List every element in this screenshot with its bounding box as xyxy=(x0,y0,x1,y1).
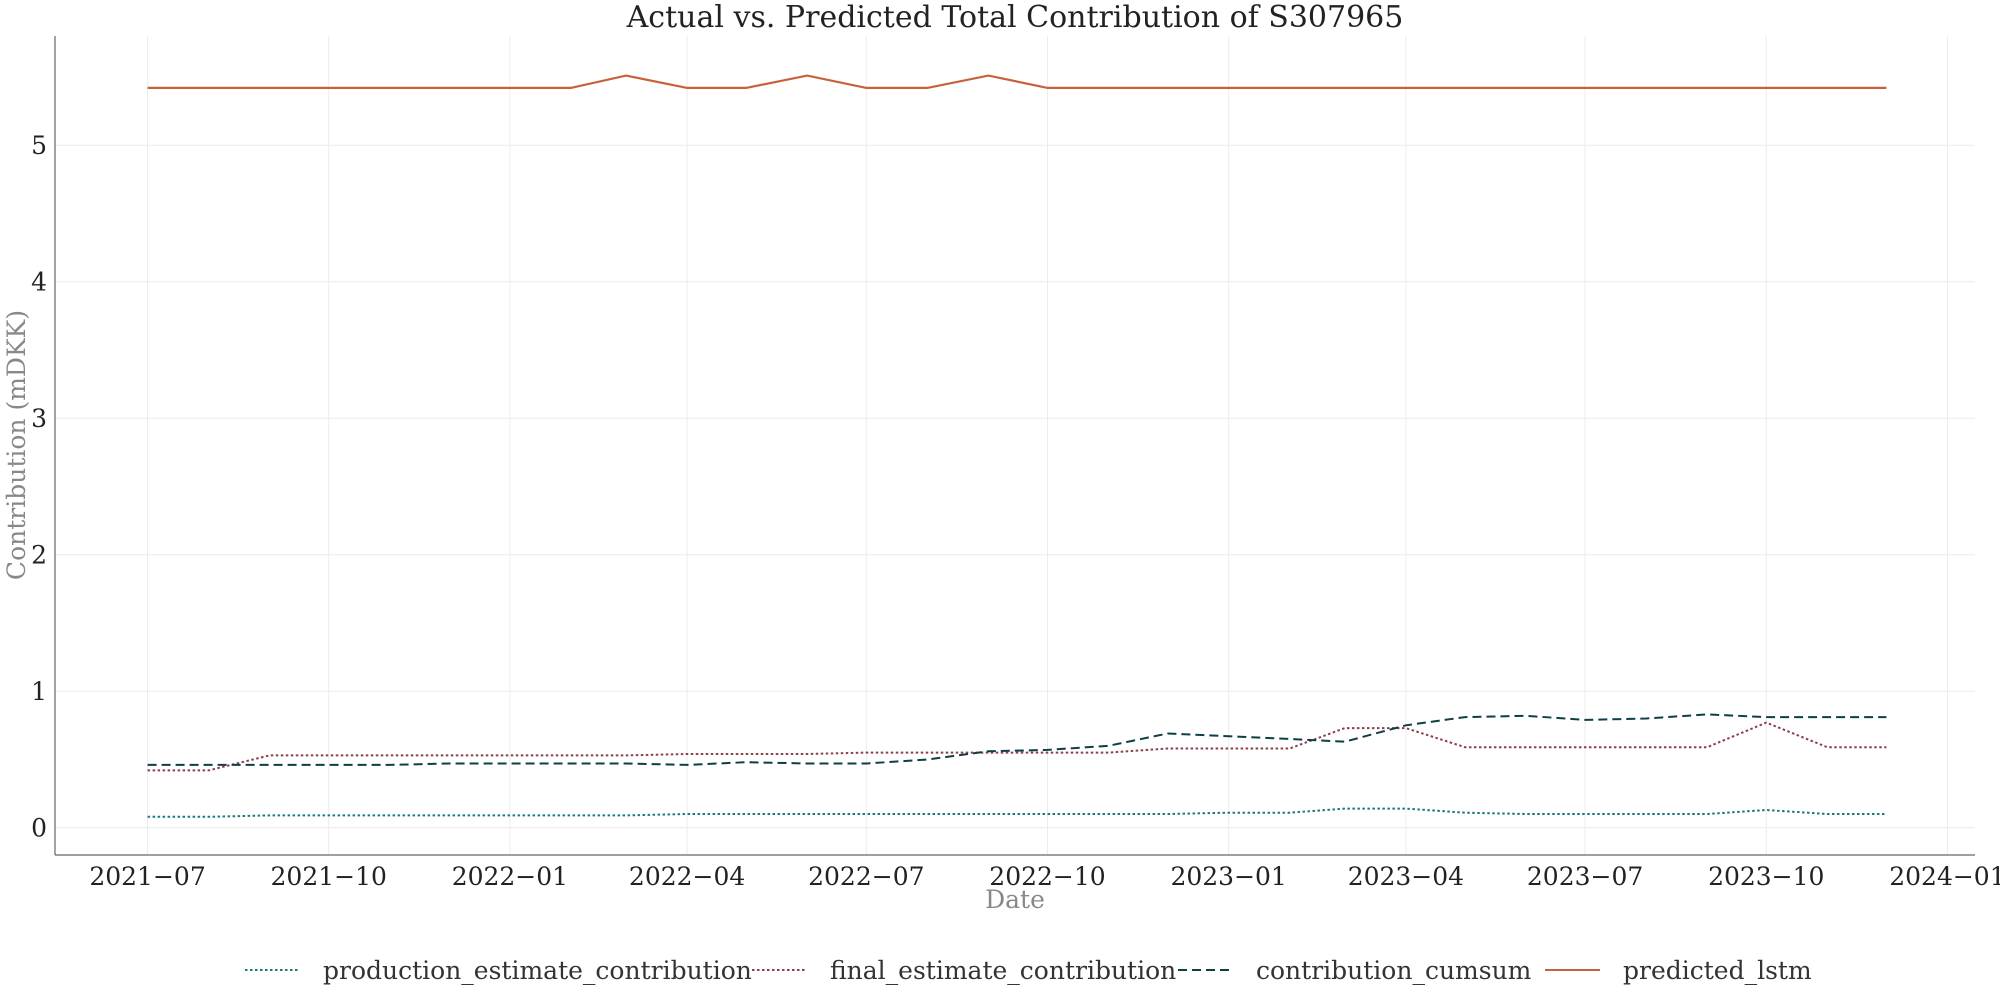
y-tick-label: 0 xyxy=(31,814,47,843)
axes xyxy=(54,36,1975,856)
legend-item: final_estimate_contribution xyxy=(752,956,1176,985)
chart-title: Actual vs. Predicted Total Contribution … xyxy=(626,0,1404,35)
y-tick-label: 2 xyxy=(31,541,47,570)
x-tick-label: 2024−01 xyxy=(1889,862,2000,891)
y-tick-label: 4 xyxy=(31,268,47,297)
y-tick-label: 3 xyxy=(31,404,47,433)
legend: production_estimate_contribution final_es… xyxy=(245,956,1812,985)
x-tick-labels: 2021−07 2021−10 2022−01 2022−04 2022−07 2022−… xyxy=(89,862,2000,891)
x-tick-label: 2021−10 xyxy=(271,862,387,891)
y-axis-title: Contribution (mDKK) xyxy=(2,310,31,580)
x-tick-label: 2023−01 xyxy=(1170,862,1286,891)
x-tick-label: 2022−07 xyxy=(808,862,924,891)
legend-item: predicted_lstm xyxy=(1545,956,1812,985)
x-tick-label: 2022−04 xyxy=(629,862,745,891)
legend-label: contribution_cumsum xyxy=(1256,956,1532,985)
x-tick-label: 2023−10 xyxy=(1708,862,1824,891)
x-tick-label: 2021−07 xyxy=(89,862,205,891)
x-tick-label: 2022−01 xyxy=(452,862,568,891)
legend-label: final_estimate_contribution xyxy=(830,956,1176,985)
y-tick-label: 1 xyxy=(31,677,47,706)
series-line-final-estimate-contribution xyxy=(147,721,1887,772)
legend-label: predicted_lstm xyxy=(1623,956,1812,985)
x-tick-label: 2023−04 xyxy=(1348,862,1464,891)
legend-label: production_estimate_contribution xyxy=(323,956,752,985)
x-axis-title: Date xyxy=(985,885,1045,914)
x-tick-label: 2022−10 xyxy=(989,862,1105,891)
y-tick-labels: 0 1 2 3 4 5 xyxy=(31,131,47,843)
series-line-production-estimate-contribution xyxy=(147,807,1887,818)
legend-item: contribution_cumsum xyxy=(1178,956,1532,985)
series-line-predicted-lstm xyxy=(147,74,1887,90)
x-tick-label: 2023−07 xyxy=(1527,862,1643,891)
legend-item: production_estimate_contribution xyxy=(245,956,752,985)
y-tick-label: 5 xyxy=(31,131,47,160)
series-layer xyxy=(147,74,1887,818)
series-line-contribution-cumsum xyxy=(147,713,1887,766)
grid xyxy=(55,36,1975,855)
